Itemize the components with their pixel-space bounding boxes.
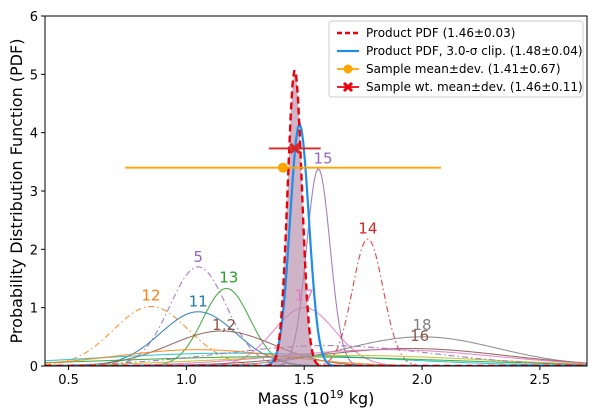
x-tick-label: 2.5: [530, 373, 551, 388]
y-tick-label: 6: [30, 10, 38, 25]
sample-mean-marker: [278, 162, 289, 173]
curve-label-13: 13: [219, 269, 238, 287]
y-tick-label: 0: [30, 360, 38, 375]
y-tick-label: 4: [30, 127, 38, 142]
legend-swatch-sample-mean-marker: [343, 64, 353, 74]
legend-entry-label: Product PDF (1.46±0.03): [366, 26, 515, 40]
curve-label-12: 12: [141, 287, 160, 305]
curve-label-5: 5: [193, 248, 203, 266]
curve-label-18: 18: [412, 316, 431, 334]
clipped-product-pdf-curve: [45, 121, 587, 366]
legend-swatch-wt-mean-marker: [342, 81, 354, 93]
y-axis-ticks: 0 1 2 3 4 5 6: [30, 10, 45, 375]
sample-wt-mean-marker: [289, 142, 301, 155]
x-axis-label: Mass (1019 kg): [258, 388, 375, 408]
x-tick-label: 0.5: [58, 373, 79, 388]
y-tick-label: 2: [30, 243, 38, 258]
legend-entry-label: Sample wt. mean±dev. (1.46±0.11): [366, 80, 583, 94]
series-curve-1-2: [45, 330, 587, 366]
series-curve-15: [45, 168, 587, 366]
product-pdf-curve: [45, 69, 587, 366]
curve-label-17: 17: [295, 287, 314, 305]
x-tick-label: 1.5: [294, 373, 315, 388]
errorbars: [125, 142, 441, 173]
x-axis-ticks: 0.5 1.0 1.5 2.0 2.5: [58, 366, 550, 388]
curve-label-14: 14: [358, 220, 377, 238]
curve-label-11: 11: [189, 293, 208, 311]
curve-label-1-2: 1,2: [212, 316, 236, 334]
series-curve-unlabeled-11: [45, 356, 587, 365]
y-axis-label: Probability Distribution Function (PDF): [7, 39, 26, 344]
x-tick-label: 1.0: [176, 373, 197, 388]
series-curve-unlabeled-13: [45, 345, 587, 366]
y-tick-label: 5: [30, 68, 38, 83]
x-tick-label: 2.0: [412, 373, 433, 388]
legend: Product PDF (1.46±0.03) Product PDF, 3.0-…: [328, 20, 584, 98]
y-tick-label: 1: [30, 302, 38, 317]
legend-box: [328, 20, 584, 98]
curve-label-16: 16: [410, 327, 429, 345]
curves-layer: [45, 69, 587, 366]
curve-label-15: 15: [314, 150, 333, 168]
y-tick-label: 3: [30, 185, 38, 200]
series-curve-unlabeled-12: [45, 354, 587, 366]
legend-entry-label: Sample mean±dev. (1.41±0.67): [366, 62, 561, 76]
legend-entry-label: Product PDF, 3.0-σ clip. (1.48±0.04): [366, 44, 583, 58]
series-curve-unlabeled-10: [45, 352, 587, 366]
